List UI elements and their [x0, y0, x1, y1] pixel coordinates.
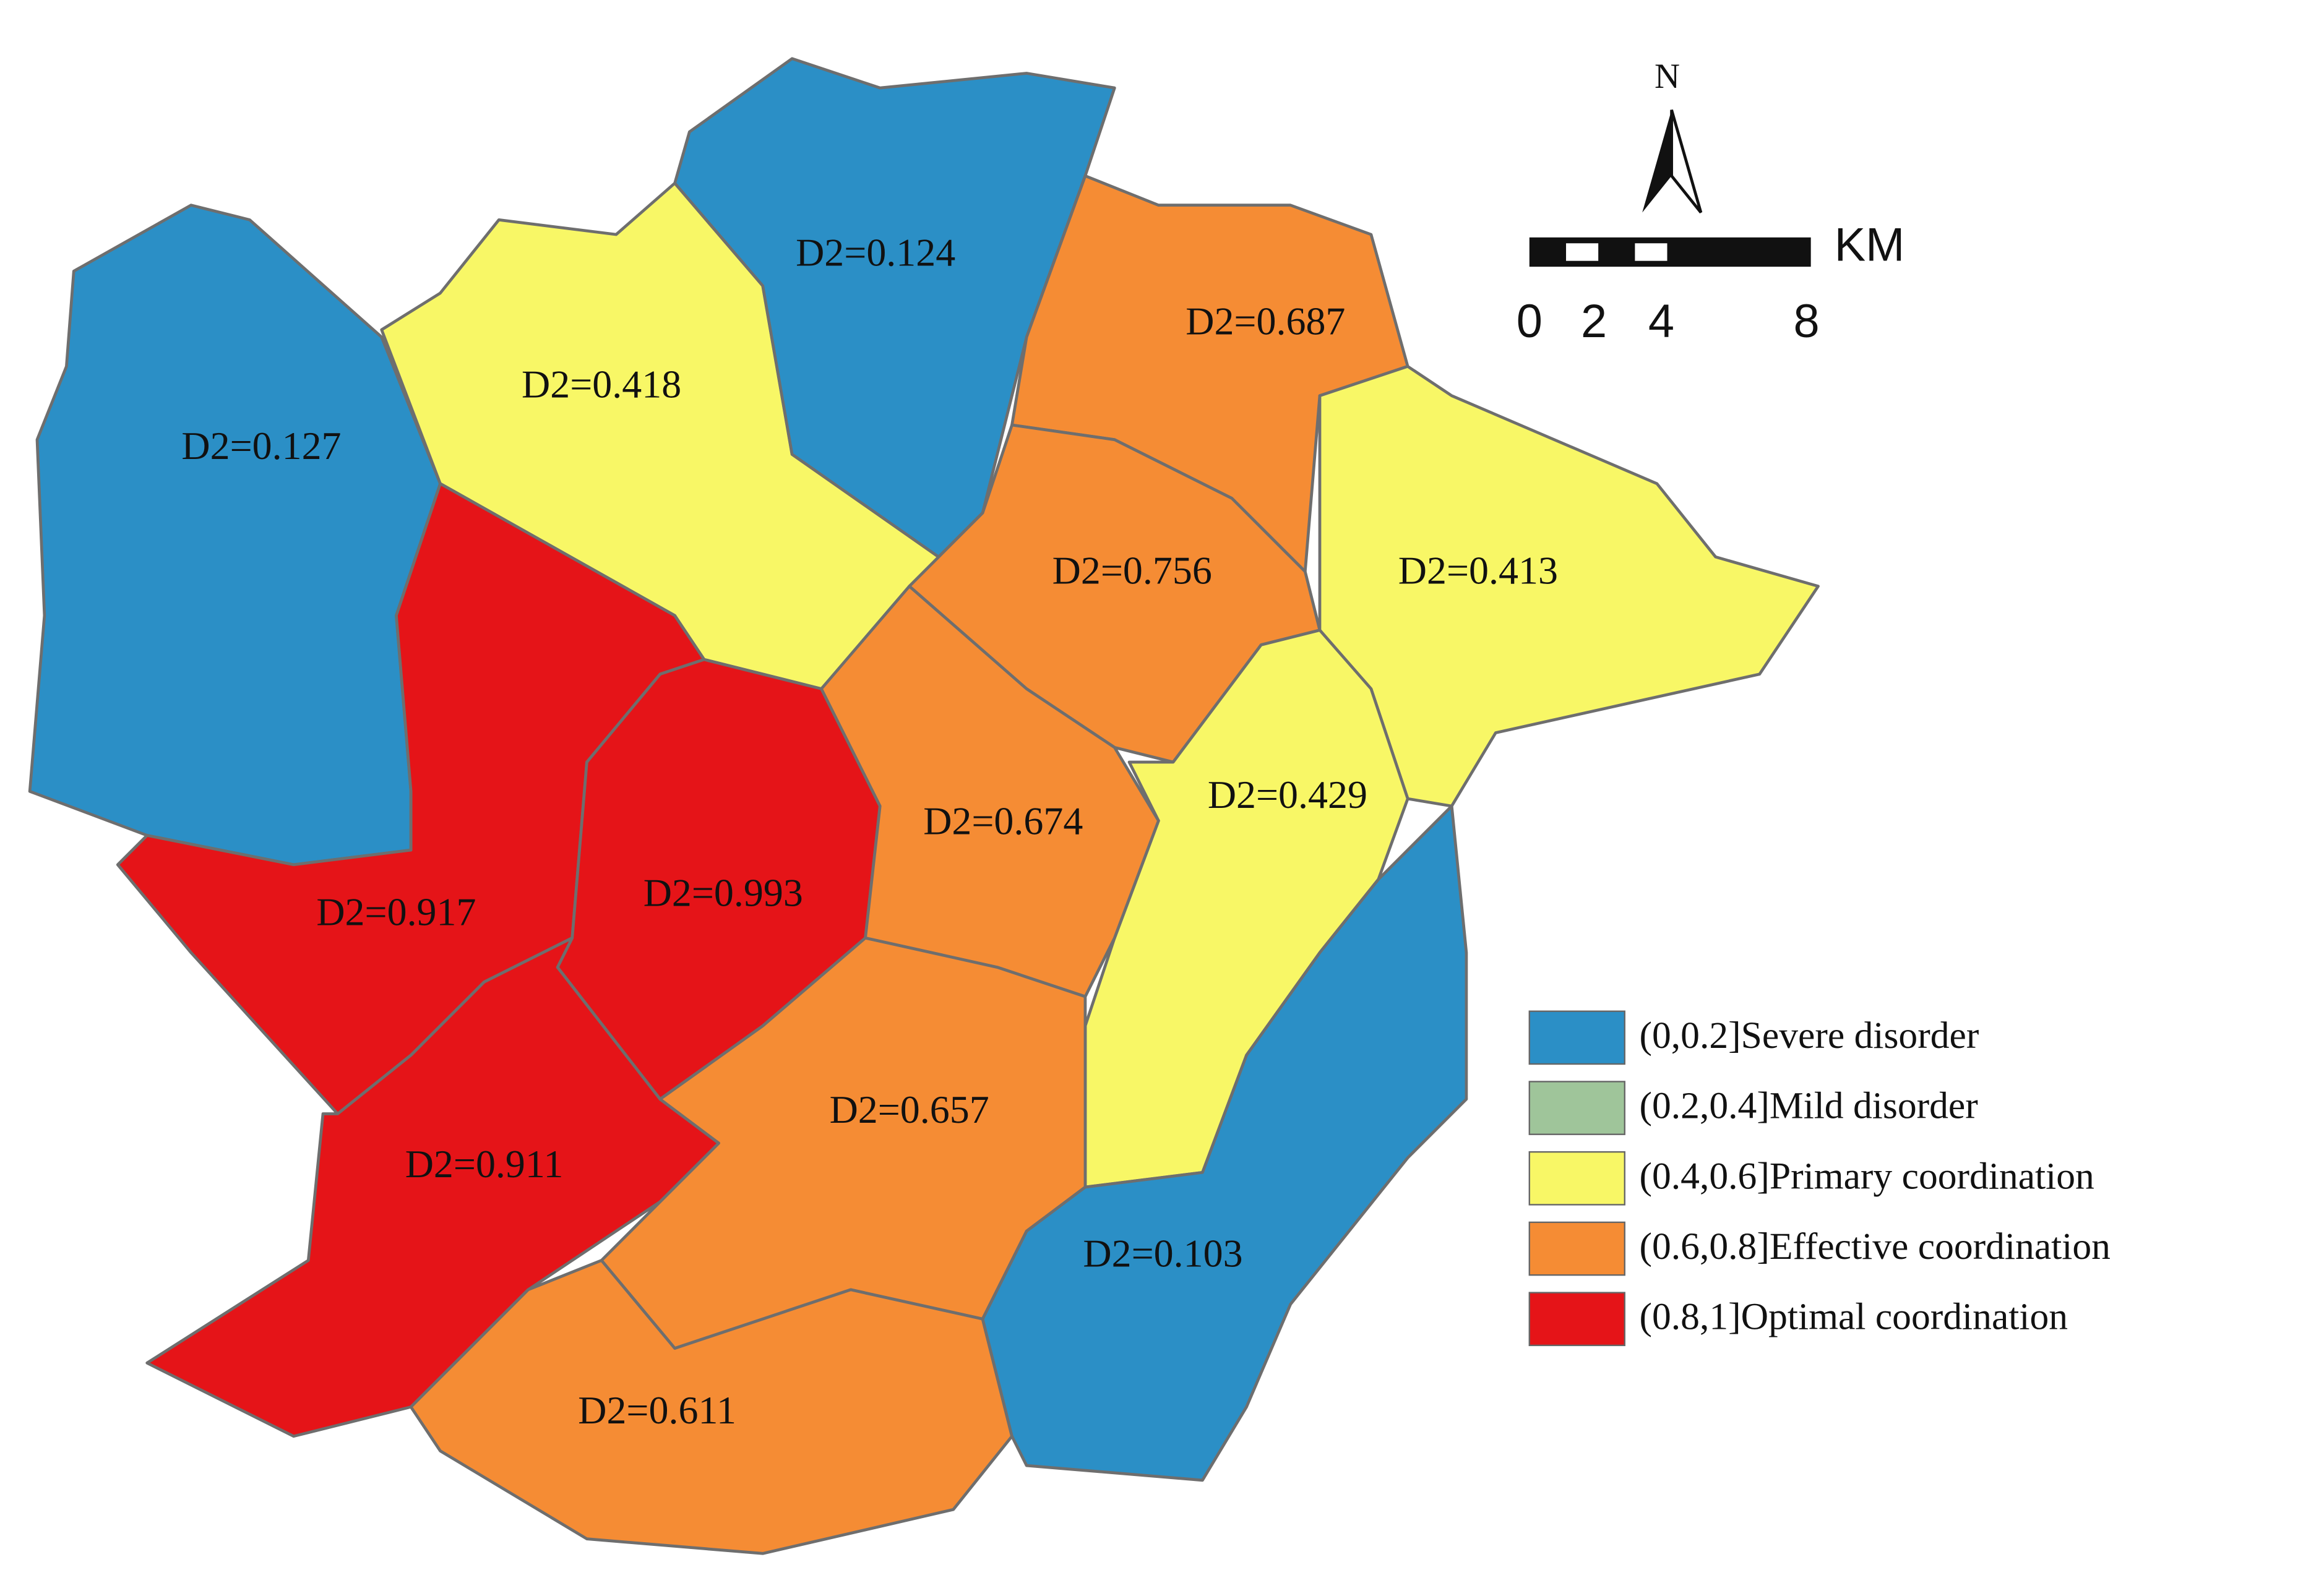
region-label: D2=0.917: [316, 890, 476, 933]
region-label: D2=0.911: [405, 1142, 564, 1186]
arrow-half: [1670, 109, 1703, 214]
arrow-half: [1642, 109, 1672, 213]
legend-label: (0.8,1]Optimal coordination: [1639, 1296, 2068, 1338]
region-label: D2=0.124: [796, 230, 955, 274]
scale-unit: KM: [1835, 219, 1905, 272]
scale-label: 4: [1648, 295, 1674, 348]
regions: [28, 57, 1820, 1555]
scale-label: 2: [1581, 295, 1607, 348]
scale-label: 8: [1793, 295, 1819, 348]
region-label: D2=0.127: [181, 424, 341, 468]
region: [28, 204, 442, 867]
scale-bar: KM 0 2 4 8: [1517, 219, 1905, 348]
region-labels: D2=0.127 D2=0.418 D2=0.124 D2=0.687 D2=0…: [181, 230, 1558, 1432]
region-label: D2=0.674: [923, 799, 1083, 843]
region-label: D2=0.657: [830, 1088, 989, 1131]
region-label: D2=0.993: [643, 871, 803, 915]
legend-label: (0,0.2]Severe disorder: [1639, 1015, 1979, 1057]
scale-bar-segment: [1566, 243, 1599, 261]
region: [1318, 364, 1820, 808]
legend-swatch: [1528, 1010, 1625, 1065]
region-label: D2=0.413: [1398, 548, 1558, 592]
region-label: D2=0.611: [578, 1388, 736, 1432]
region-label: D2=0.756: [1052, 548, 1212, 592]
region: [981, 804, 1468, 1482]
legend-swatch: [1528, 1221, 1625, 1276]
north-label: N: [1655, 57, 1680, 96]
legend: (0,0.2]Severe disorder (0.2,0.4]Mild diso…: [1528, 1010, 2111, 1347]
legend-label: (0.2,0.4]Mild disorder: [1639, 1085, 1977, 1127]
region-label: D2=0.103: [1083, 1231, 1242, 1275]
scale-bar-segment: [1635, 243, 1668, 261]
legend-swatch: [1528, 1081, 1625, 1135]
region-label: D2=0.687: [1186, 299, 1345, 343]
legend-swatch: [1528, 1292, 1625, 1347]
north-arrow: N: [1642, 57, 1703, 214]
region-label: D2=0.429: [1208, 773, 1367, 817]
region-label: D2=0.418: [522, 362, 681, 406]
legend-label: (0.4,0.6]Primary coordination: [1639, 1155, 2094, 1197]
region: [820, 585, 1160, 998]
legend-swatch: [1528, 1151, 1625, 1206]
legend-label: (0.6,0.8]Effective coordination: [1639, 1225, 2111, 1268]
region: [409, 1259, 1013, 1555]
scale-label: 0: [1517, 295, 1543, 348]
region: [1010, 174, 1409, 573]
